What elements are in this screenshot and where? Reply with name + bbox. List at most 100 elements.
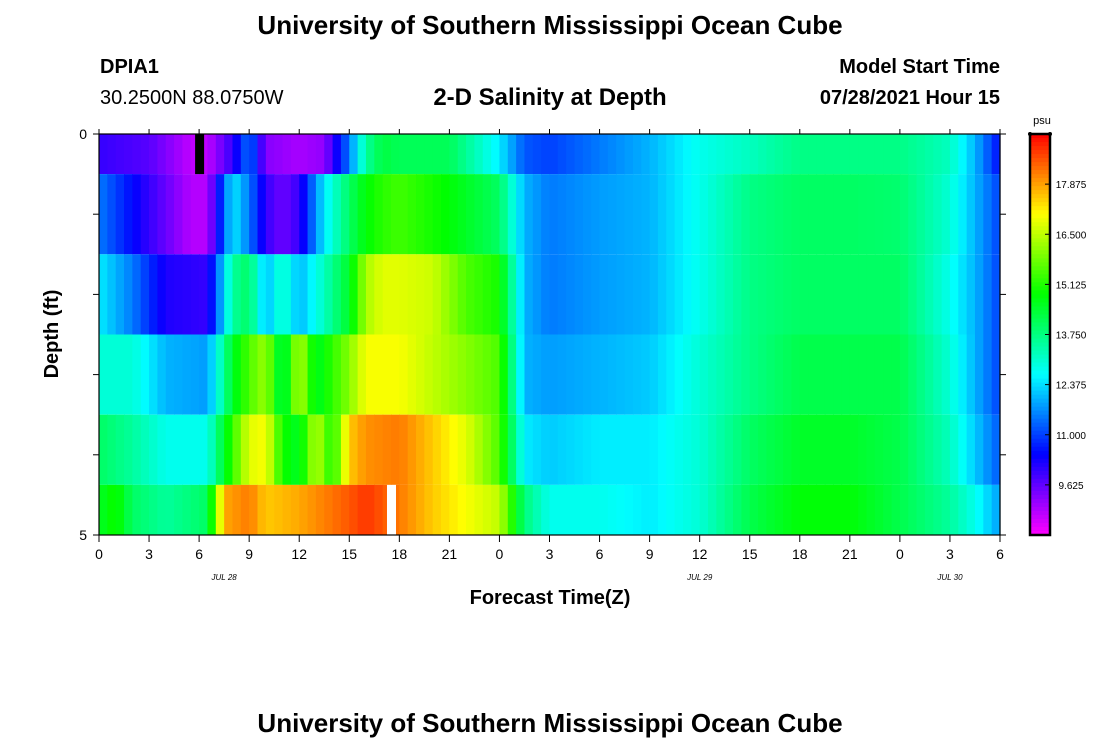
heatmap-cell (299, 484, 309, 536)
heatmap-cell (933, 414, 943, 485)
heatmap-cell (899, 334, 909, 415)
heatmap-cell (616, 484, 626, 536)
colorbar-segment (1030, 462, 1050, 468)
heatmap-cell (157, 484, 167, 536)
heatmap-cell (808, 484, 818, 536)
heatmap-cell (632, 174, 642, 255)
colorbar-segment (1030, 214, 1050, 219)
colorbar-segment (1030, 506, 1050, 512)
colorbar-segment (1030, 454, 1050, 460)
heatmap-cell (933, 134, 943, 175)
heatmap-cell (491, 254, 501, 335)
heatmap-cell (482, 134, 492, 175)
x-tick-label: 18 (792, 546, 808, 562)
heatmap-cell (524, 414, 534, 485)
heatmap-cell (549, 334, 559, 415)
heatmap-cell (407, 174, 417, 255)
heatmap-cell (708, 334, 717, 415)
colorbar-segment (1030, 410, 1050, 416)
heatmap-cell (624, 134, 634, 175)
heatmap-cell (424, 484, 434, 536)
x-tick-label: 6 (996, 546, 1004, 562)
heatmap-cell (774, 174, 784, 255)
heatmap-cell (941, 174, 951, 255)
heatmap-cell (307, 334, 317, 415)
heatmap-cell (157, 174, 167, 255)
heatmap-cell (666, 134, 676, 175)
heatmap-cell (733, 134, 742, 175)
heatmap-cell (566, 414, 576, 485)
heatmap-cell (382, 134, 392, 175)
heatmap-cell (399, 254, 409, 335)
heatmap-cell (190, 414, 200, 485)
heatmap-cell (916, 254, 926, 335)
heatmap-cell (265, 254, 275, 335)
heatmap-cell (566, 254, 576, 335)
heatmap-cell (532, 134, 542, 175)
heatmap-cell (349, 134, 359, 175)
heatmap-cell (449, 414, 459, 485)
heatmap-cell (449, 174, 459, 255)
heatmap-cell (849, 484, 859, 536)
heatmap-cell (816, 254, 826, 335)
heatmap-cell (833, 484, 843, 536)
heatmap-cell (549, 254, 559, 335)
heatmap-cell (849, 174, 859, 255)
heatmap-cell (491, 334, 501, 415)
heatmap-cell (99, 174, 108, 255)
heatmap-cell (432, 334, 442, 415)
heatmap-cell (624, 174, 634, 255)
colorbar-segment (1030, 190, 1050, 195)
heatmap-cell (916, 134, 926, 175)
heatmap-cell (441, 174, 450, 255)
heatmap-cell (766, 174, 776, 255)
x-tick-label: 0 (896, 546, 904, 562)
heatmap-cell (174, 174, 184, 255)
heatmap-cell (365, 134, 375, 175)
heatmap-cell (808, 134, 818, 175)
heatmap-cell (649, 174, 659, 255)
heatmap-cell (532, 254, 542, 335)
heatmap-cell (641, 254, 651, 335)
axes: 0 3 6 9 12 15 18 21 0 3 6 9 12 15 18 21 0 3 6 JUL 28 JUL 29 J… (79, 126, 1006, 582)
colorbar-segment (1030, 138, 1050, 143)
heatmap-cell (841, 134, 851, 175)
x-tick-label: 0 (95, 546, 103, 562)
heatmap-cell (257, 484, 267, 536)
heatmap-cell (224, 174, 234, 255)
heatmap-cell (457, 414, 467, 485)
heatmap-cell (282, 174, 292, 255)
heatmap-cell (449, 334, 459, 415)
heatmap-cell (582, 334, 592, 415)
heatmap-cell (758, 134, 767, 175)
heatmap-cell (824, 134, 834, 175)
heatmap-cell (349, 174, 359, 255)
heatmap-cell (457, 254, 467, 335)
colorbar-segment (1030, 406, 1050, 412)
heatmap-cell (416, 174, 425, 255)
x-tick-label: 3 (946, 546, 954, 562)
heatmap-cell (190, 484, 200, 536)
colorbar-corner (1048, 132, 1052, 136)
heatmap-cell (908, 134, 918, 175)
heatmap-cell (199, 414, 209, 485)
heatmap-cell (257, 254, 267, 335)
heatmap-cell (599, 334, 609, 415)
heatmap-cell (833, 414, 843, 485)
heatmap-cell (265, 414, 275, 485)
heatmap-cell (674, 254, 684, 335)
heatmap-cell (199, 254, 209, 335)
heatmap-cell (883, 254, 893, 335)
heatmap-cell (674, 414, 684, 485)
heatmap-cell (724, 174, 734, 255)
heatmap-cell (833, 174, 843, 255)
heatmap-cell (716, 134, 726, 175)
heatmap-cell (390, 254, 400, 335)
heatmap-cell (841, 334, 851, 415)
colorbar-segment (1030, 310, 1050, 316)
x-tick-label: 12 (291, 546, 307, 562)
colorbar-segment (1030, 274, 1050, 279)
heatmap-cell (399, 134, 409, 175)
heatmap-cell (140, 334, 150, 415)
colorbar-segment (1030, 278, 1050, 283)
